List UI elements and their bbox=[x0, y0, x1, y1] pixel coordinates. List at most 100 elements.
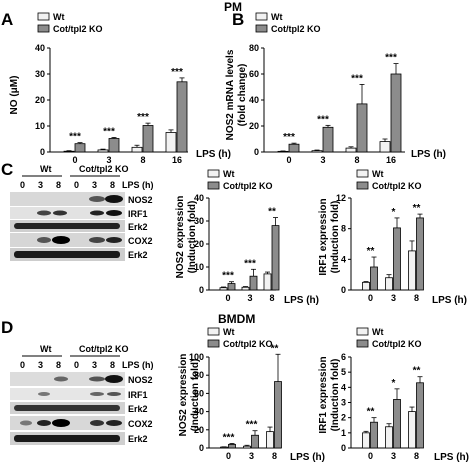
chart-b-ytick-label: 80 bbox=[249, 43, 259, 53]
legend-d3: Wt Cot/tpl2 KO bbox=[356, 327, 422, 349]
chart-a-ytick-label: 30 bbox=[35, 69, 45, 79]
chart-c3-significance: ** bbox=[367, 246, 375, 257]
chart-d2-bar bbox=[274, 381, 282, 449]
band bbox=[20, 420, 32, 426]
chart-b-xtick-label: 16 bbox=[386, 155, 396, 165]
chart-c2-ytick-label: 10 bbox=[194, 262, 204, 272]
band bbox=[106, 420, 122, 426]
blot-c-time-label: LPS (h) bbox=[122, 180, 154, 190]
blot-c-time-3b: 3 bbox=[92, 180, 97, 190]
blot-c-strip-irf1 bbox=[10, 207, 125, 219]
chart-d3-bar bbox=[385, 426, 393, 449]
chart-b-xtick-label: 3 bbox=[320, 155, 325, 165]
blot-d: Wt Cot/tpl2 KO 0 3 8 0 3 8 LPS (h) NOS2 … bbox=[10, 344, 154, 445]
chart-a-ytick-label: 0 bbox=[40, 147, 45, 157]
chart-d3-bar bbox=[362, 432, 370, 449]
panel-c2-ylabel-2: (Induction fold) bbox=[187, 201, 198, 274]
chart-b-bar bbox=[288, 143, 300, 153]
blot-c-row-irf1: IRF1 bbox=[128, 209, 148, 219]
legend-c2-ko: Cot/tpl2 KO bbox=[223, 181, 273, 191]
chart-d2-xtick-label: 3 bbox=[249, 451, 254, 461]
chart-c3-bar bbox=[393, 227, 401, 291]
chart-a-xtick-label: 3 bbox=[106, 155, 111, 165]
chart-b-significance: *** bbox=[351, 73, 363, 84]
band bbox=[52, 419, 70, 427]
panel-letter-d: D bbox=[1, 318, 14, 337]
charts-layer: 0102030400***3***8***16***0204060800***3… bbox=[35, 43, 424, 461]
chart-c2-ytick-label: 30 bbox=[194, 216, 204, 226]
band bbox=[37, 210, 51, 216]
chart-b-significance: *** bbox=[385, 53, 397, 64]
chart-d3-xtick-label: 3 bbox=[391, 451, 396, 461]
chart-b-bar bbox=[390, 73, 402, 153]
chart-a-bar bbox=[108, 138, 120, 153]
panel-c2-xlabel: LPS (h) bbox=[284, 295, 319, 306]
blot-d-row-cox2: COX2 bbox=[128, 419, 153, 429]
chart-c2-bar bbox=[227, 283, 236, 291]
chart-b-bar bbox=[277, 150, 289, 153]
chart-d2-bar bbox=[266, 431, 274, 449]
legend-d3-wt-swatch bbox=[356, 327, 369, 336]
chart-a-ytick-label: 10 bbox=[35, 121, 45, 131]
blot-d-time-0b: 0 bbox=[74, 360, 79, 370]
chart-b-bar bbox=[345, 147, 357, 153]
chart-b-bar bbox=[356, 103, 368, 153]
chart-d3-ytick-label: 4 bbox=[341, 382, 346, 392]
blot-c-time-8b: 8 bbox=[110, 180, 115, 190]
band bbox=[54, 376, 68, 382]
chart-c3-ytick-label: 4 bbox=[341, 254, 346, 264]
legend-c3: Wt Cot/tpl2 KO bbox=[356, 169, 422, 191]
chart-a-ytick-label: 40 bbox=[35, 43, 45, 53]
chart-b-significance: *** bbox=[317, 114, 329, 125]
blot-c-time-0b: 0 bbox=[74, 180, 79, 190]
legend-d3-ko: Cot/tpl2 KO bbox=[372, 339, 422, 349]
blot-c-time-0a: 0 bbox=[20, 180, 25, 190]
chart-d3-bar bbox=[416, 382, 424, 449]
blot-d-time-3a: 3 bbox=[38, 360, 43, 370]
band bbox=[37, 420, 51, 426]
panel-letter-b: B bbox=[232, 10, 245, 29]
blot-d-time-0a: 0 bbox=[20, 360, 25, 370]
chart-d3-xtick-label: 8 bbox=[414, 451, 419, 461]
blot-c-row-erk2b: Erk2 bbox=[128, 250, 148, 260]
blot-c-row-erk2a: Erk2 bbox=[128, 222, 148, 232]
chart-d2-bar bbox=[228, 443, 236, 449]
blot-d-time-3b: 3 bbox=[92, 360, 97, 370]
legend-d2-wt: Wt bbox=[223, 327, 235, 337]
chart-c2-bar bbox=[219, 287, 228, 291]
chart-d2-xtick-label: 0 bbox=[226, 451, 231, 461]
chart-c2-bar bbox=[271, 225, 280, 291]
blot-c-header-ko: Cot/tpl2 KO bbox=[79, 164, 129, 174]
band bbox=[14, 223, 120, 229]
blot-d-time-8b: 8 bbox=[110, 360, 115, 370]
chart-d3-bar bbox=[370, 421, 378, 449]
chart-d3-bar bbox=[408, 411, 416, 449]
chart-d3-ytick-label: 6 bbox=[341, 352, 346, 362]
chart-b-ytick-label: 60 bbox=[249, 69, 259, 79]
chart-c3-xtick-label: 0 bbox=[368, 293, 373, 303]
band bbox=[90, 392, 104, 396]
blot-d-row-erk2a: Erk2 bbox=[128, 404, 148, 414]
chart-b-ytick-label: 40 bbox=[249, 95, 259, 105]
band bbox=[89, 196, 105, 202]
blot-d-time-label: LPS (h) bbox=[122, 360, 154, 370]
chart-c2-significance: *** bbox=[244, 258, 256, 269]
legend-b-ko-swatch bbox=[255, 24, 268, 33]
panel-letter-c: C bbox=[1, 160, 14, 179]
chart-c2-significance: *** bbox=[222, 271, 234, 282]
legend-a-wt-swatch bbox=[37, 12, 50, 21]
panel-d2-ylabel-2: (Induction fold) bbox=[190, 359, 201, 432]
chart-c3-xtick-label: 3 bbox=[391, 293, 396, 303]
blot-c-row-cox2: COX2 bbox=[128, 236, 153, 246]
chart-d2-significance: ** bbox=[271, 343, 279, 354]
panel-d2-ylabel-1: NOS2 expression bbox=[178, 354, 189, 437]
chart-a-bar bbox=[165, 132, 177, 153]
band bbox=[105, 195, 123, 203]
chart-c2-significance: ** bbox=[268, 207, 276, 218]
chart-d3-bar bbox=[393, 399, 401, 449]
panel-c3-xlabel: LPS (h) bbox=[432, 295, 467, 306]
chart-a-bar bbox=[142, 125, 154, 153]
chart-d3-ytick-label: 5 bbox=[341, 367, 346, 377]
band bbox=[106, 237, 122, 243]
band bbox=[90, 420, 104, 426]
